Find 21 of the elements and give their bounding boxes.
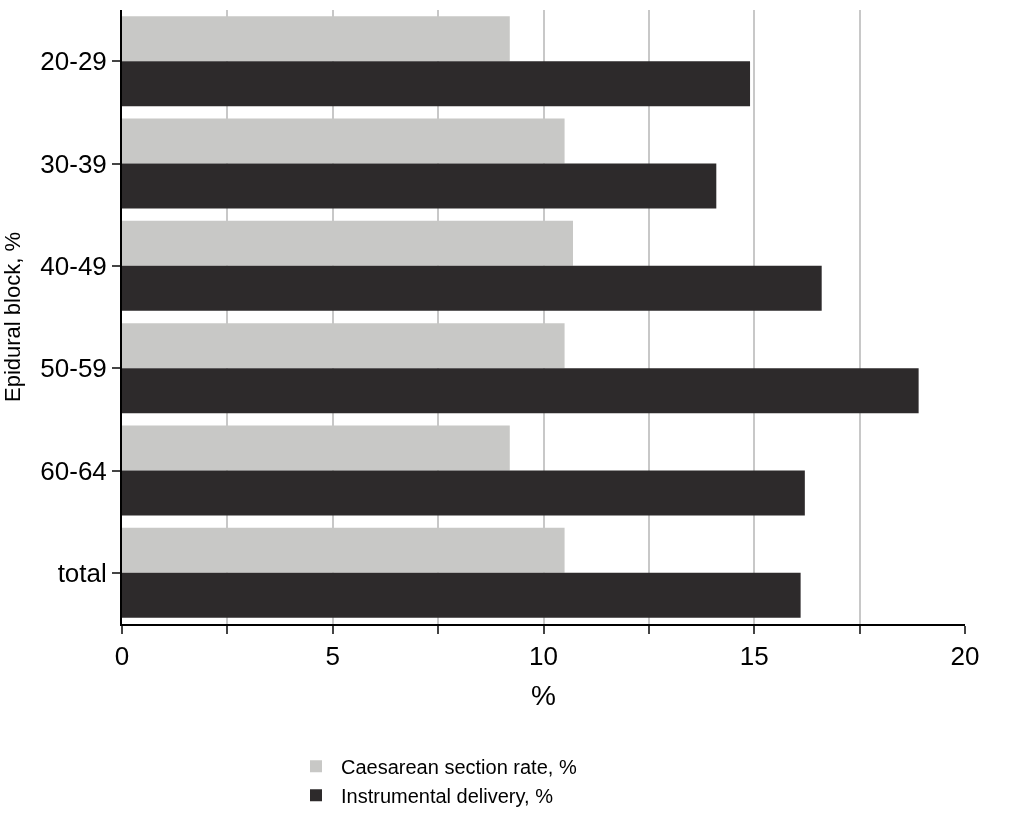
y-tick-label: total	[57, 557, 107, 588]
bar	[122, 163, 717, 209]
bar	[122, 470, 805, 516]
x-tick-label: 20	[950, 641, 980, 672]
y-axis-title: Epidural block, %	[0, 232, 25, 402]
y-tick-label: 60-64	[40, 455, 107, 486]
bar	[122, 368, 919, 414]
y-tick-label: 30-39	[40, 148, 107, 179]
x-tick-label: 15	[739, 641, 769, 672]
bar	[122, 61, 751, 107]
x-tick-label: 10	[529, 641, 558, 672]
legend-label: Instrumental delivery, %	[341, 785, 554, 808]
bar	[122, 265, 822, 311]
bar	[122, 572, 801, 618]
legend-label: Caesarean section rate, %	[341, 756, 577, 779]
y-tick-label: 20-29	[40, 46, 107, 77]
x-tick-label: 5	[325, 641, 340, 672]
x-axis-title: %	[531, 679, 556, 711]
x-tick-label: 0	[114, 641, 130, 672]
y-tick-label: 50-59	[40, 353, 107, 384]
y-tick-label: 40-49	[40, 250, 107, 281]
